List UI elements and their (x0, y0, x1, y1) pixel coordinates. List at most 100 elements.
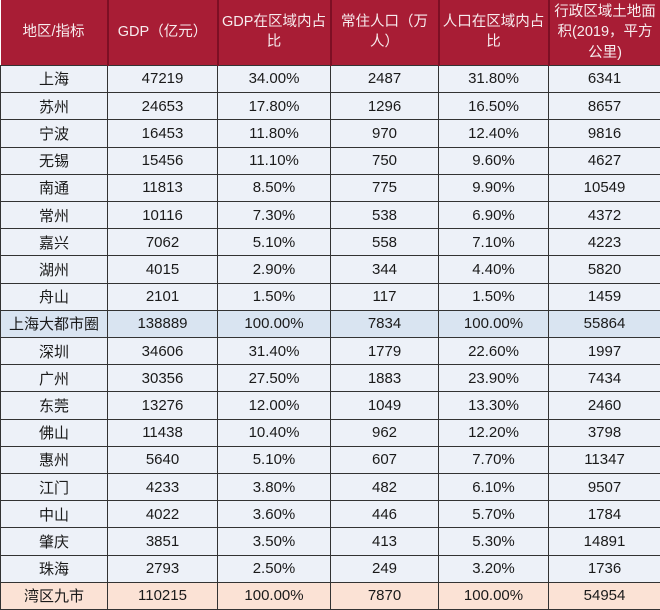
gdp-cell: 4022 (107, 500, 218, 529)
pop-share-cell: 100.00% (438, 309, 549, 338)
gdp-cell: 3851 (107, 527, 218, 556)
gdp-share-cell: 31.40% (217, 336, 331, 366)
area-cell: 14891 (548, 527, 660, 556)
header-cell-gdp: GDP（亿元） (106, 0, 218, 66)
population-cell: 1883 (330, 364, 439, 393)
gdp-share-cell: 5.10% (217, 445, 331, 474)
table-row: 舟山 2101 1.50% 117 1.50% 1459 (0, 282, 660, 311)
gdp-cell: 47219 (107, 64, 218, 94)
gdp-cell: 13276 (107, 391, 218, 420)
area-cell: 4372 (548, 200, 660, 230)
gdp-share-cell: 27.50% (217, 364, 331, 393)
population-cell: 2487 (330, 64, 439, 94)
table-row: 东莞 13276 12.00% 1049 13.30% 2460 (0, 391, 660, 420)
area-cell: 6341 (548, 64, 660, 94)
table-row: 苏州 24653 17.80% 1296 16.50% 8657 (0, 92, 660, 121)
pop-share-cell: 3.20% (438, 554, 549, 583)
area-cell: 5820 (548, 255, 660, 284)
population-cell: 413 (330, 527, 439, 556)
gdp-cell: 5640 (107, 445, 218, 474)
population-cell: 970 (330, 119, 439, 148)
table-row: 中山 4022 3.60% 446 5.70% 1784 (0, 500, 660, 529)
pop-share-cell: 6.10% (438, 472, 549, 502)
pop-share-cell: 4.40% (438, 255, 549, 284)
area-cell: 8657 (548, 92, 660, 121)
population-cell: 1049 (330, 391, 439, 420)
table-row: 深圳 34606 31.40% 1779 22.60% 1997 (0, 336, 660, 366)
population-cell: 482 (330, 472, 439, 502)
gdp-cell: 34606 (107, 336, 218, 366)
region-cell: 广州 (0, 364, 108, 393)
gdp-cell: 2793 (107, 554, 218, 583)
pop-share-cell: 16.50% (438, 92, 549, 121)
pop-share-cell: 6.90% (438, 200, 549, 230)
gdp-share-cell: 8.50% (217, 173, 331, 202)
table-row: 湖州 4015 2.90% 344 4.40% 5820 (0, 255, 660, 284)
area-cell: 10549 (548, 173, 660, 202)
area-cell: 55864 (548, 309, 660, 338)
pop-share-cell: 7.70% (438, 445, 549, 474)
area-cell: 3798 (548, 418, 660, 447)
gdp-share-cell: 1.50% (217, 282, 331, 311)
area-cell: 1736 (548, 554, 660, 583)
header-cell-gdp-share: GDP在区域内占比 (216, 0, 331, 66)
pop-share-cell: 5.30% (438, 527, 549, 556)
region-cell: 湾区九市 (0, 581, 108, 610)
region-cell: 上海大都市圈 (0, 309, 108, 338)
gdp-cell: 11438 (107, 418, 218, 447)
population-cell: 117 (330, 282, 439, 311)
population-cell: 1779 (330, 336, 439, 366)
pop-share-cell: 12.40% (438, 119, 549, 148)
table-row: 上海 47219 34.00% 2487 31.80% 6341 (0, 64, 660, 94)
population-cell: 7834 (330, 309, 439, 338)
table-row: 无锡 15456 11.10% 750 9.60% 4627 (0, 146, 660, 175)
table-row: 嘉兴 7062 5.10% 558 7.10% 4223 (0, 228, 660, 257)
gdp-share-cell: 3.80% (217, 472, 331, 502)
gdp-cell: 24653 (107, 92, 218, 121)
header-cell-area: 行政区域土地面积(2019，平方公里) (547, 0, 660, 66)
pop-share-cell: 9.90% (438, 173, 549, 202)
region-cell: 无锡 (0, 146, 108, 175)
area-cell: 2460 (548, 391, 660, 420)
population-cell: 7870 (330, 581, 439, 610)
region-cell: 珠海 (0, 554, 108, 583)
table-row: 佛山 11438 10.40% 962 12.20% 3798 (0, 418, 660, 447)
header-row: 地区/指标 GDP（亿元） GDP在区域内占比 常住人口（万人） 人口在区域内占… (0, 0, 660, 66)
area-cell: 1997 (548, 336, 660, 366)
pop-share-cell: 5.70% (438, 500, 549, 529)
population-cell: 538 (330, 200, 439, 230)
header-cell-population: 常住人口（万人） (329, 0, 439, 66)
gdp-cell: 110215 (107, 581, 218, 610)
gdp-cell: 2101 (107, 282, 218, 311)
gdp-share-cell: 7.30% (217, 200, 331, 230)
pop-share-cell: 22.60% (438, 336, 549, 366)
gdp-share-cell: 11.10% (217, 146, 331, 175)
gdp-share-cell: 3.60% (217, 500, 331, 529)
population-cell: 607 (330, 445, 439, 474)
region-cell: 湖州 (0, 255, 108, 284)
metro-total-row: 上海大都市圈 138889 100.00% 7834 100.00% 55864 (0, 309, 660, 338)
population-cell: 344 (330, 255, 439, 284)
table-row: 南通 11813 8.50% 775 9.90% 10549 (0, 173, 660, 202)
gdp-cell: 138889 (107, 309, 218, 338)
gdp-cell: 4015 (107, 255, 218, 284)
area-cell: 9507 (548, 472, 660, 502)
gdp-cell: 7062 (107, 228, 218, 257)
table-row: 惠州 5640 5.10% 607 7.70% 11347 (0, 445, 660, 474)
pop-share-cell: 7.10% (438, 228, 549, 257)
table-row: 珠海 2793 2.50% 249 3.20% 1736 (0, 554, 660, 583)
gdp-cell: 15456 (107, 146, 218, 175)
header-cell-pop-share: 人口在区域内占比 (437, 0, 549, 66)
population-cell: 558 (330, 228, 439, 257)
gdp-share-cell: 100.00% (217, 309, 331, 338)
population-cell: 962 (330, 418, 439, 447)
table-row: 江门 4233 3.80% 482 6.10% 9507 (0, 472, 660, 502)
population-cell: 446 (330, 500, 439, 529)
region-cell: 惠州 (0, 445, 108, 474)
region-cell: 苏州 (0, 92, 108, 121)
gdp-share-cell: 17.80% (217, 92, 331, 121)
area-cell: 1459 (548, 282, 660, 311)
table-row: 常州 10116 7.30% 538 6.90% 4372 (0, 200, 660, 230)
gdp-share-cell: 100.00% (217, 581, 331, 610)
